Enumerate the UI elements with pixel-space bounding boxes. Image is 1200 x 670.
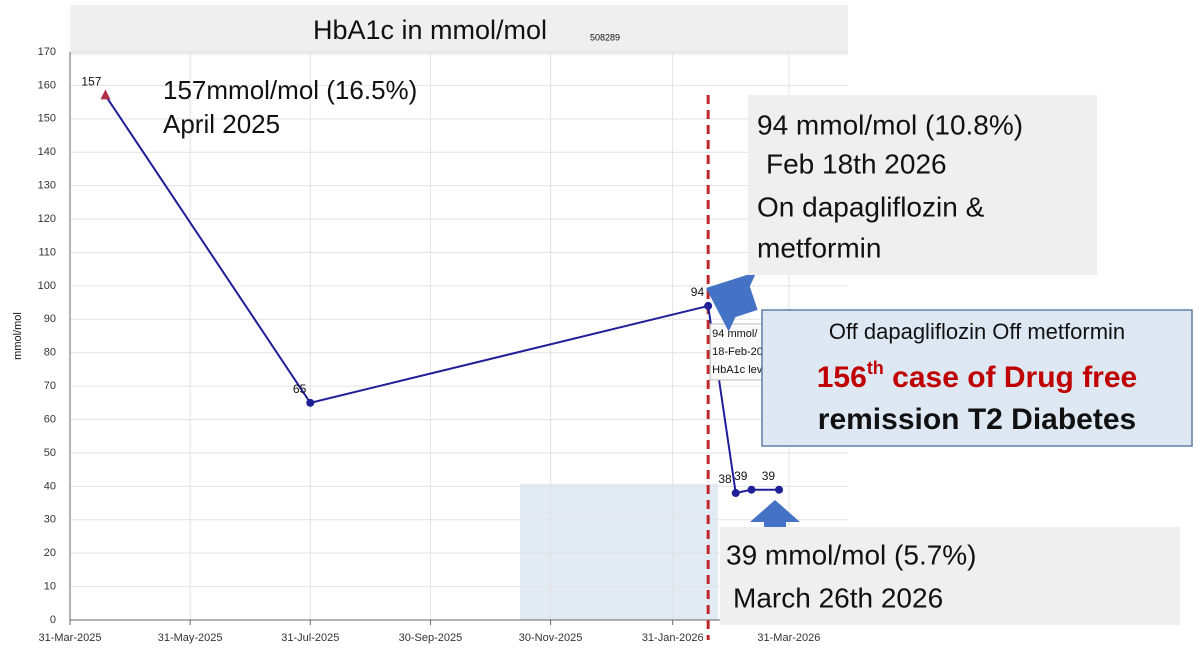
tooltip-text: HbA1c lev	[712, 364, 763, 376]
annotation-text: April 2025	[163, 109, 280, 139]
tooltip-text: 94 mmol/	[712, 328, 758, 340]
y-tick-label: 150	[38, 113, 56, 125]
y-tick-label: 10	[44, 580, 56, 592]
y-tick-label: 50	[44, 447, 56, 459]
annotation-box	[761, 309, 1193, 447]
x-tick-label: 31-Mar-2025	[39, 632, 102, 644]
data-line	[104, 94, 780, 495]
y-tick-label: 40	[44, 480, 56, 492]
y-tick-label: 170	[38, 46, 56, 58]
y-tick-label: 140	[38, 146, 56, 158]
data-label: 38	[718, 472, 732, 486]
data-point	[704, 301, 713, 310]
x-tick-label: 31-Jul-2025	[281, 632, 339, 644]
highlight-region	[520, 484, 718, 620]
x-tick-label: 30-Sep-2025	[399, 632, 463, 644]
y-tick-label: 0	[50, 614, 56, 626]
annotation-text: Feb 18th 2026	[766, 148, 947, 179]
annotation-box	[748, 95, 1097, 275]
tooltip-text: 18-Feb-20	[712, 346, 763, 358]
x-tick-label: 30-Nov-2025	[519, 632, 583, 644]
annotation-text: March 26th 2026	[733, 582, 943, 613]
annotation-text: metformin	[757, 232, 881, 263]
y-tick-label: 120	[38, 213, 56, 225]
tooltip-box	[709, 323, 769, 381]
x-tick-label: 31-Mar-2026	[757, 632, 820, 644]
annotation-sup: th	[867, 358, 884, 378]
arrow	[750, 500, 800, 540]
data-label: 94	[691, 285, 705, 299]
data-point	[747, 485, 756, 494]
y-tick-label: 60	[44, 413, 56, 425]
y-tick-label: 70	[44, 380, 56, 392]
data-label: 65	[293, 382, 307, 396]
y-tick-label: 110	[38, 246, 56, 258]
data-point	[775, 485, 784, 494]
data-label: 157	[81, 75, 101, 89]
y-tick-label: 80	[44, 347, 56, 359]
data-label: 39	[762, 469, 776, 483]
data-point	[731, 489, 740, 498]
annotation-number: 156	[817, 361, 867, 394]
data-point	[100, 89, 111, 100]
annotation-text: remission T2 Diabetes	[818, 403, 1136, 436]
annotation-text: 157mmol/mol (16.5%)	[163, 75, 417, 105]
y-tick-label: 20	[44, 547, 56, 559]
y-tick-label: 90	[44, 313, 56, 325]
data-point	[306, 398, 315, 407]
chart-title: HbA1c in mmol/mol	[313, 15, 547, 45]
arrow	[706, 271, 758, 332]
x-tick-label: 31-May-2025	[158, 632, 223, 644]
annotation-text: On dapagliflozin &	[757, 191, 985, 222]
chart-subtitle: 508289	[590, 32, 620, 42]
annotation-text: 39 mmol/mol (5.7%)	[726, 539, 977, 570]
y-tick-label: 100	[38, 280, 56, 292]
annotation-box	[720, 527, 1180, 625]
y-tick-label: 160	[38, 79, 56, 91]
annotation-text: 94 mmol/mol (10.8%)	[757, 109, 1023, 140]
annotation-text: Off dapagliflozin Off metformin	[829, 319, 1125, 344]
y-tick-label: 130	[38, 180, 56, 192]
annotation-text: case of Drug free	[884, 361, 1137, 394]
y-tick-label: 30	[44, 514, 56, 526]
x-tick-label: 31-Jan-2026	[642, 632, 704, 644]
data-label: 39	[734, 469, 748, 483]
annotation-text: 156th case of Drug free	[817, 358, 1137, 394]
y-axis-label: mmol/mol	[12, 312, 24, 360]
title-box	[70, 5, 848, 55]
